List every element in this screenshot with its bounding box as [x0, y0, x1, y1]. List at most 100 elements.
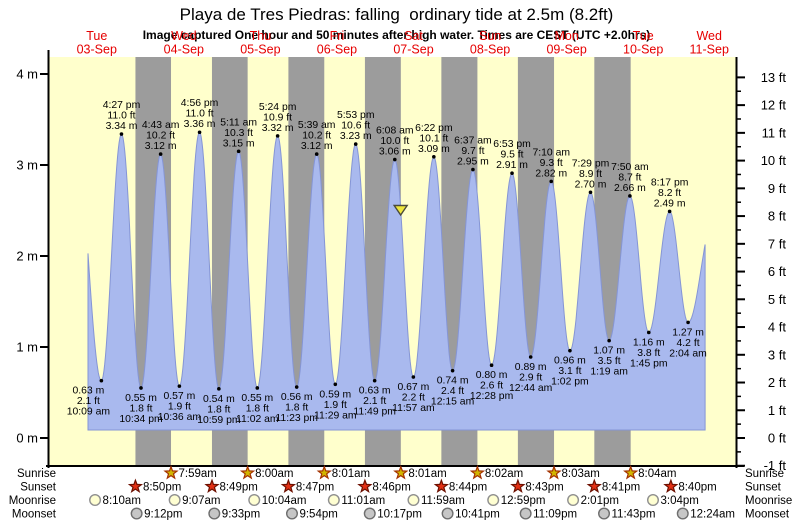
right-axis-tick-label: 13 ft: [761, 70, 787, 85]
astro-time-label: 8:01am: [332, 468, 370, 480]
low-tide-time: 10:59 pm: [197, 415, 240, 426]
moonset-circle-icon: [130, 507, 143, 520]
low-tide-time: 10:09 am: [67, 407, 110, 418]
right-axis-tick-label: 9 ft: [768, 181, 786, 196]
high-tide-height-ft: 10.2 ft: [302, 131, 331, 142]
page-subtitle: Image captured One hour and 50 minutes a…: [142, 28, 651, 42]
day-label: Fri: [330, 29, 345, 43]
high-tide-height-m: 2.66 m: [614, 183, 646, 194]
astro-row-label-right-moonset: Moonset: [745, 509, 790, 521]
high-tide-dot: [392, 157, 397, 162]
astro-row-label-right-moonrise: Moonrise: [745, 495, 792, 507]
low-tide-dot: [528, 355, 533, 359]
low-tide-time: 11:57 am: [392, 403, 435, 414]
moonrise-circle-icon: [248, 494, 261, 507]
high-tide-time: 7:10 am: [532, 147, 570, 158]
astro-time-label: 9:54pm: [299, 509, 337, 521]
astro-time-label: 8:41pm: [602, 482, 640, 494]
high-tide-time: 6:37 am: [454, 136, 492, 147]
high-tide-dot: [549, 179, 554, 184]
astro-time-label: 9:33pm: [222, 509, 260, 521]
sunrise-star-icon: [546, 464, 562, 480]
low-tide-time: 11:29 am: [314, 410, 357, 421]
high-tide-time: 8:17 pm: [651, 177, 689, 188]
astro-row-label-right-sunset: Sunset: [745, 482, 782, 494]
low-tide-height-m: 0.55 m: [125, 393, 157, 404]
astro-time-label: 8:46pm: [372, 482, 410, 494]
high-tide-dot: [158, 152, 163, 156]
high-tide-time: 4:43 am: [142, 120, 180, 131]
moonset-circle-icon: [285, 507, 298, 520]
low-tide-height-ft: 1.9 ft: [324, 400, 347, 411]
astro-time-label: 10:41pm: [455, 509, 500, 521]
high-tide-dot: [432, 155, 436, 159]
moonset-circle-icon: [598, 507, 611, 520]
astro-time-label: 8:49pm: [219, 482, 257, 494]
tide-area: [87, 131, 706, 431]
low-tide-time: 1:02 pm: [551, 377, 589, 388]
left-axis-tick-label: 3 m: [16, 158, 38, 173]
left-axis-tick-label: 1 m: [16, 340, 38, 355]
right-axis-tick-label: 2 ft: [768, 375, 786, 390]
high-tide-height-ft: 9.7 ft: [461, 146, 484, 157]
day-label: Wed: [171, 29, 197, 43]
moonrise-circle-icon: [646, 494, 659, 507]
right-axis-tick-label: 8 ft: [768, 209, 786, 224]
high-tide-height-m: 3.15 m: [223, 138, 255, 149]
astro-time-label: 3:04pm: [660, 495, 698, 507]
high-tide-height-ft: 8.2 ft: [658, 188, 681, 199]
high-tide-time: 7:50 am: [611, 162, 649, 173]
astro-row-label-left-moonset: Moonset: [12, 509, 57, 521]
right-axis-tick-label: 3 ft: [768, 347, 786, 362]
low-tide-dot: [568, 348, 572, 353]
low-tide-height-m: 0.96 m: [554, 356, 586, 367]
astro-row-label-right-sunrise: Sunrise: [745, 468, 784, 480]
low-tide-time: 10:36 am: [158, 412, 201, 423]
astro-time-label: 8:00am: [255, 468, 293, 480]
high-tide-height-ft: 10.6 ft: [341, 121, 370, 132]
low-tide-height-ft: 2.2 ft: [402, 393, 425, 404]
high-tide-time: 5:39 am: [298, 120, 336, 131]
high-tide-height-m: 3.09 m: [418, 144, 450, 155]
astro-row-label-left-sunset: Sunset: [20, 482, 57, 494]
astro-time-label: 11:01am: [341, 495, 385, 507]
low-tide-time: 10:34 pm: [119, 414, 162, 425]
low-tide-height-ft: 4.2 ft: [677, 338, 700, 349]
low-tide-height-m: 0.74 m: [437, 376, 469, 387]
high-tide-height-ft: 11.0 ft: [107, 111, 135, 122]
high-tide-dot: [667, 209, 672, 214]
date-label: 05-Sep: [240, 43, 280, 57]
low-tide-height-ft: 3.8 ft: [637, 348, 660, 359]
moonrise-circle-icon: [567, 494, 580, 507]
high-tide-time: 5:53 pm: [337, 110, 375, 121]
low-tide-height-ft: 2.1 ft: [77, 396, 100, 407]
astro-time-label: 8:04am: [638, 468, 676, 480]
high-tide-height-m: 2.49 m: [654, 198, 686, 209]
high-tide-height-m: 3.06 m: [379, 147, 411, 158]
high-tide-height-m: 3.32 m: [262, 123, 294, 134]
high-tide-height-ft: 10.0 ft: [380, 136, 409, 147]
low-tide-height-m: 0.80 m: [476, 370, 508, 381]
right-axis-tick-label: 4 ft: [768, 320, 786, 335]
high-tide-height-ft: 9.3 ft: [540, 158, 563, 169]
left-axis-tick-label: 4 m: [16, 67, 38, 82]
low-tide-height-ft: 3.1 ft: [558, 366, 581, 377]
high-tide-time: 4:27 pm: [103, 100, 141, 111]
low-tide-dot: [450, 368, 455, 373]
right-axis-tick-label: 10 ft: [761, 153, 787, 168]
astro-row-label-left-moonrise: Moonrise: [9, 495, 56, 507]
low-tide-height-m: 0.57 m: [163, 391, 195, 402]
moonrise-circle-icon: [487, 494, 500, 507]
astro-time-label: 2:01pm: [581, 495, 619, 507]
astro-time-label: 10:17pm: [377, 509, 422, 521]
moonset-circle-icon: [676, 507, 689, 520]
high-tide-dot: [588, 190, 593, 195]
astro-time-label: 9:12pm: [144, 509, 182, 521]
low-tide-time: 2:04 am: [669, 348, 707, 359]
low-tide-time: 12:28 pm: [470, 391, 513, 402]
low-tide-height-m: 0.55 m: [241, 393, 273, 404]
sunrise-star-icon: [239, 464, 256, 480]
moonset-circle-icon: [441, 507, 454, 520]
high-tide-height-m: 3.23 m: [340, 131, 372, 142]
